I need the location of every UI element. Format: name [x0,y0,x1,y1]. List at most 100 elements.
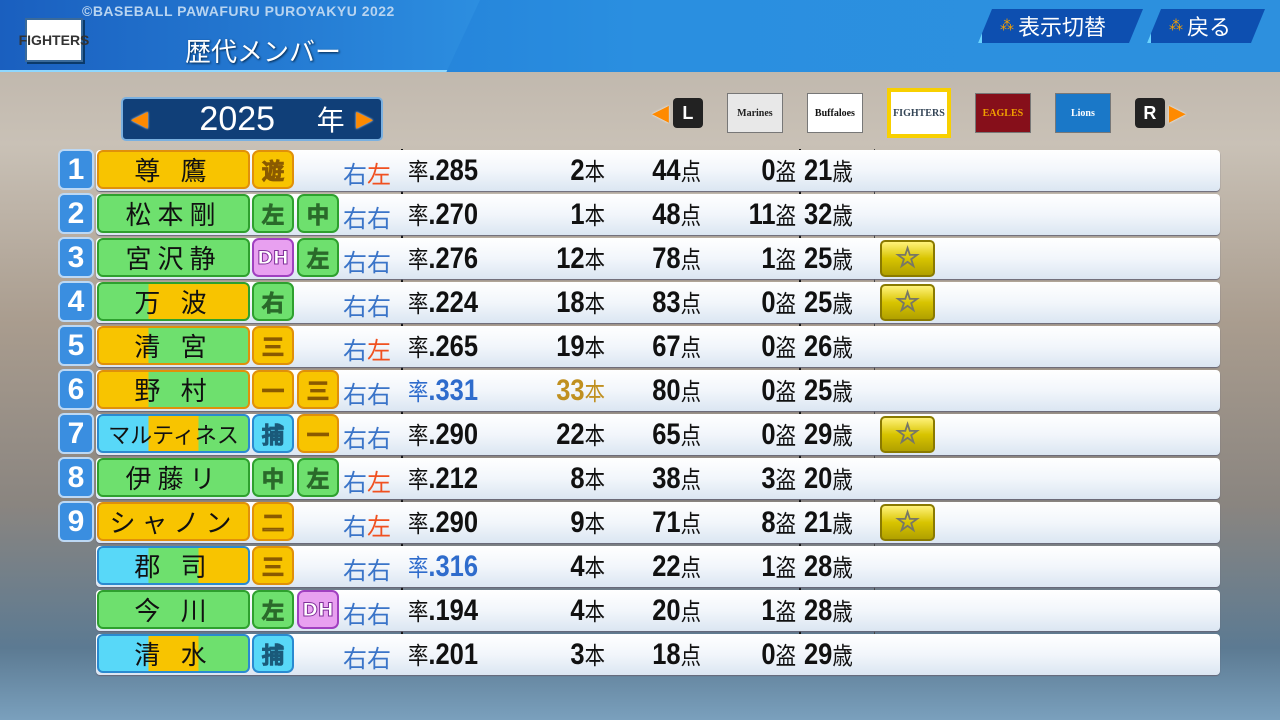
stolen-bases-unit: 盗 [775,158,796,186]
position-badge: 三 [297,370,339,409]
position-badge: 右 [252,282,294,321]
batting-average-value: .276 [428,242,479,275]
rbi: 22点 [630,548,701,584]
rbi-unit: 点 [680,510,701,538]
age-unit: 歳 [832,554,853,582]
age-unit: 歳 [832,642,853,670]
rbi: 44点 [630,152,701,188]
age-unit: 歳 [832,422,853,450]
position-badge: 三 [252,546,294,585]
toggle-display-button[interactable]: ⁂ 表示切替 [978,9,1143,43]
rbi: 65点 [630,416,701,452]
team-logo-eagles[interactable]: EAGLES [974,93,1031,133]
l-key[interactable]: L [672,98,703,128]
position-badge: 左 [297,238,339,277]
batting-average-unit: 率 [408,554,429,582]
batting-average: 率.316 [408,548,502,584]
home-runs-unit: 本 [584,246,605,274]
stolen-bases: 8盗 [713,504,796,540]
stolen-bases: 0盗 [713,328,796,364]
batting-hand: 右 [367,249,391,277]
back-button[interactable]: ⁂ 戻る [1147,9,1265,43]
throw-bat-hand: 右右 [343,287,391,322]
age: 20歳 [804,460,879,496]
player-row[interactable]: 3 宮沢静 DH 左右右 率.276 12本 78点 1盗 25歳 ☆ [58,237,1220,279]
player-row[interactable]: 今 川左 DH 右右 率.194 4本 20点 1盗 28歳 [58,589,1220,631]
player-row[interactable]: 清 水捕右右 率.201 3本 18点 0盗 29歳 [58,633,1220,675]
player-name: 伊藤リ [97,458,250,497]
position-badge: 捕 [252,634,294,673]
home-runs: 4本 [523,548,605,584]
team-logo-buffaloes[interactable]: Buffaloes [806,93,863,133]
position-badge: 左 [252,194,294,233]
position-badge: 三 [252,326,294,365]
age: 29歳 [804,416,879,452]
rbi-value: 44 [652,154,681,187]
player-row[interactable]: 9 シャノン二右左 率.290 9本 71点 8盗 21歳 ☆ [58,501,1220,543]
age-value: 25 [804,286,833,319]
year-unit: 年 [316,104,345,137]
toggle-display-label: 表示切替 [1018,16,1107,41]
home-runs-value: 9 [570,506,585,539]
batting-hand: 左 [367,469,391,497]
rbi-value: 83 [652,286,681,319]
team-logo-fighters[interactable]: FIGHTERS [886,88,951,138]
age-value: 21 [804,154,833,187]
team-logo-marines[interactable]: Marines [726,93,783,133]
age-unit: 歳 [832,378,853,406]
r-key[interactable]: R [1134,98,1165,128]
age-unit: 歳 [832,466,853,494]
throwing-hand: 右 [343,249,367,277]
player-row[interactable]: 8 伊藤リ中左右左 率.212 8本 38点 3盗 20歳 [58,457,1220,499]
batting-average: 率.194 [408,592,502,628]
batting-average-unit: 率 [408,158,429,186]
player-row[interactable]: 7 マルティネス捕一右右 率.290 22本 65点 0盗 29歳 ☆ [58,413,1220,455]
age: 32歳 [804,196,879,232]
player-row[interactable]: 郡 司三右右 率.316 4本 22点 1盗 28歳 [58,545,1220,587]
batting-order: 3 [58,237,94,278]
batting-order: 1 [58,149,94,190]
age: 28歳 [804,592,879,628]
player-row[interactable]: 2 松本剛左中右右 率.270 1本 48点 11盗 32歳 [58,193,1220,235]
batting-average-unit: 率 [408,334,429,362]
player-name: 宮沢静 [97,238,250,277]
throw-bat-hand: 右左 [343,155,391,190]
throwing-hand: 右 [343,469,367,497]
prev-year-arrow-icon[interactable]: ◀ [131,106,148,132]
stolen-bases-unit: 盗 [775,598,796,626]
rbi-unit: 点 [680,378,701,406]
batting-hand: 右 [367,601,391,629]
prev-team-arrow-icon[interactable]: ◀ [652,100,669,126]
throw-bat-hand: 右右 [343,551,391,586]
throw-bat-hand: 右右 [343,419,391,454]
batting-average-unit: 率 [408,466,429,494]
age-value: 26 [804,330,833,363]
batting-order: 5 [58,325,94,366]
next-year-arrow-icon[interactable]: ▶ [356,106,373,132]
batting-average-unit: 率 [408,290,429,318]
batting-hand: 右 [367,425,391,453]
throwing-hand: 右 [343,513,367,541]
position-badge: DH [252,238,294,277]
home-runs-value: 1 [570,198,585,231]
age: 25歳 [804,284,879,320]
batting-average-value: .265 [428,330,479,363]
throwing-hand: 右 [343,205,367,233]
home-runs-unit: 本 [584,554,605,582]
batting-average-value: .201 [428,638,479,671]
age: 28歳 [804,548,879,584]
rbi-unit: 点 [680,554,701,582]
next-team-arrow-icon[interactable]: ▶ [1168,100,1186,126]
home-runs-value: 8 [570,462,585,495]
star-badge-icon: ☆ [880,416,935,453]
home-runs-value: 4 [570,594,585,627]
batting-hand: 左 [367,161,391,189]
team-logo-lions[interactable]: Lions [1054,93,1111,133]
stolen-bases-value: 1 [761,550,776,583]
star-badge-icon: ☆ [880,284,935,321]
age-value: 28 [804,594,833,627]
